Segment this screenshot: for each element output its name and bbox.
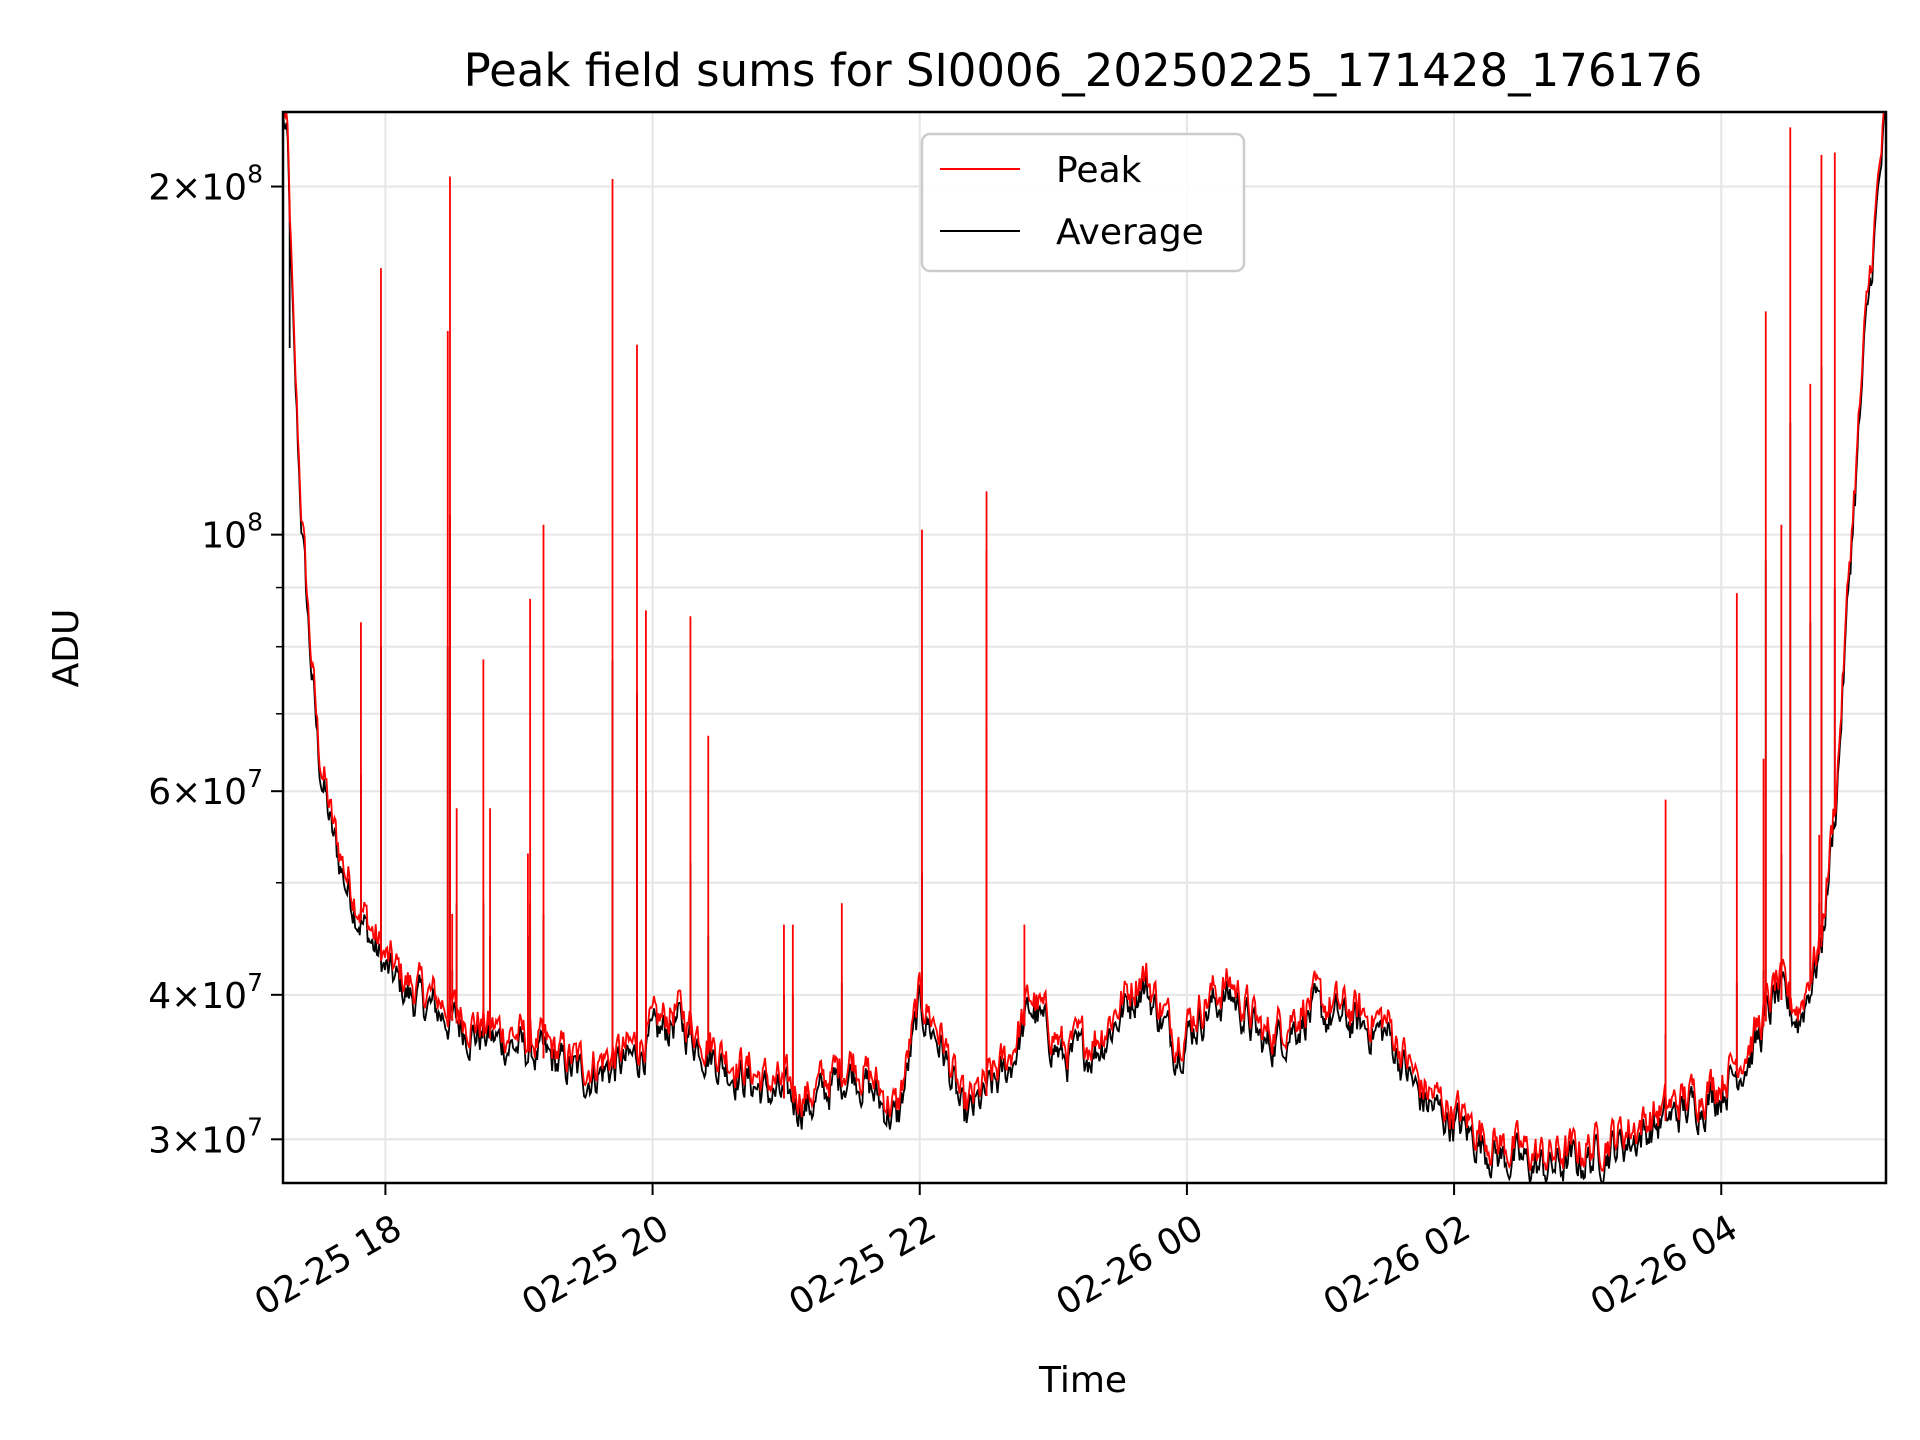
legend-peak-label: Peak bbox=[1056, 150, 1142, 191]
series-peak bbox=[282, 111, 1886, 1172]
y-tick-exponent: 7 bbox=[247, 1112, 263, 1141]
y-tick-exponent: 8 bbox=[247, 508, 263, 537]
chart-title: Peak field sums for SI0006_20250225_1714… bbox=[464, 44, 1703, 97]
legend: Peak Average bbox=[920, 132, 1246, 273]
y-tick-exponent: 7 bbox=[247, 968, 263, 997]
plot-frame bbox=[281, 110, 1888, 1185]
legend-average-label: Average bbox=[1056, 212, 1204, 253]
x-axis-label: Time bbox=[1038, 1360, 1127, 1401]
y-axis-label: ADU bbox=[46, 609, 87, 688]
y-axis: 3×107 4×107 6×107 108 2×108 bbox=[148, 160, 283, 1161]
y-tick-exponent: 7 bbox=[247, 764, 263, 793]
y-tick-label: 3×107 bbox=[148, 1112, 263, 1161]
average-line bbox=[282, 111, 1886, 1184]
y-tick-label: 6×107 bbox=[148, 764, 263, 813]
y-tick-exponent: 8 bbox=[247, 160, 263, 189]
y-tick-label: 4×107 bbox=[148, 968, 263, 1017]
y-tick-label: 108 bbox=[201, 508, 263, 557]
y-tick-label: 2×108 bbox=[148, 160, 263, 209]
peak-line bbox=[282, 111, 1886, 1172]
